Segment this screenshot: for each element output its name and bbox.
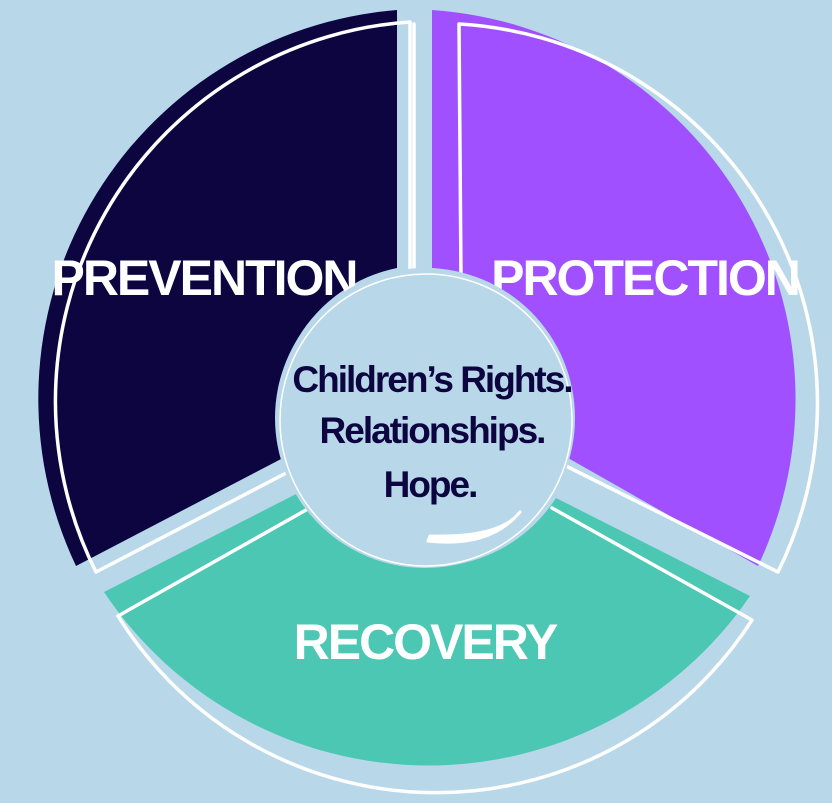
center-line-3: Hope. (384, 464, 477, 505)
segment-prevention-fill (38, 10, 397, 566)
segment-prevention-outline (53, 20, 416, 574)
segment-recovery-outline (116, 506, 754, 795)
segment-prevention: PREVENTION (38, 10, 416, 574)
segment-protection-label: PROTECTION (491, 250, 799, 306)
segment-protection-fill (432, 10, 796, 566)
segment-recovery: RECOVERY (104, 492, 754, 795)
center-swoosh (426, 510, 522, 544)
center-hub: Children’s Rights. Relationships. Hope. (275, 268, 575, 568)
center-circle-outline (279, 273, 573, 567)
segment-prevention-label: PREVENTION (51, 250, 356, 306)
segment-recovery-label: RECOVERY (294, 614, 558, 670)
segment-protection-outline (457, 22, 820, 574)
center-line-2: Relationships. (320, 410, 545, 451)
center-line-1: Children’s Rights. (292, 359, 571, 400)
segment-recovery-fill (104, 492, 750, 766)
segment-protection: PROTECTION (432, 10, 820, 574)
center-circle (275, 268, 575, 568)
